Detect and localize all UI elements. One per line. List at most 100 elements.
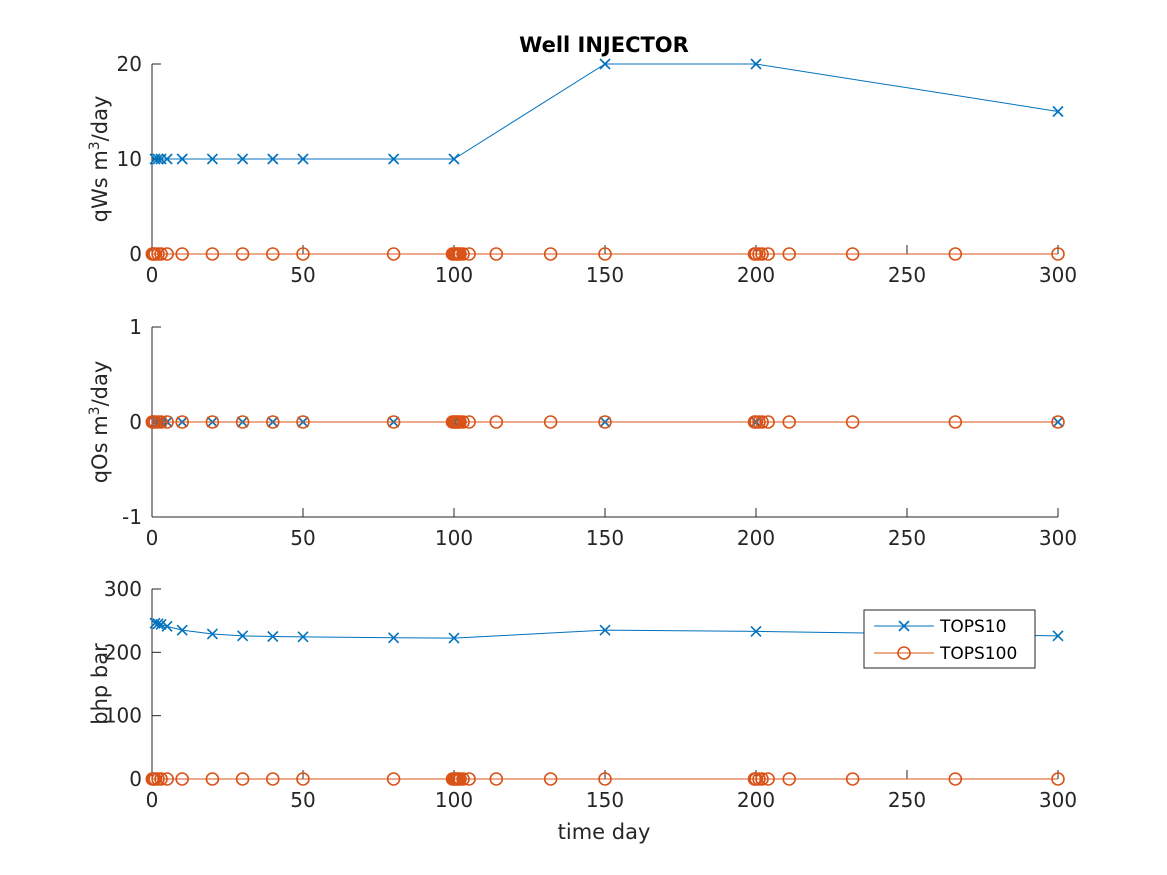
x-tick-label: 50 [290, 263, 315, 287]
data-point [296, 772, 310, 786]
subplot-bhp: 0 50 100 150 200 250 300 0 100 200 300 bhp bar TOPS1… [88, 577, 1077, 812]
x-tick-label: 250 [888, 526, 926, 550]
legend-box [863, 609, 1036, 669]
data-point [448, 632, 460, 644]
data-point [386, 415, 401, 429]
data-point [1052, 630, 1064, 642]
legend-marker [898, 620, 910, 632]
x-tick-label: 100 [435, 526, 473, 550]
x-tick-label: 250 [888, 263, 926, 287]
x-tick-label: 150 [586, 788, 624, 812]
data-point [456, 247, 470, 261]
y-tick-label: 0 [129, 410, 142, 434]
y-axis-label: qWs m3/day [87, 96, 112, 223]
data-point [599, 624, 611, 636]
legend-entry: TOPS10 [874, 617, 1006, 637]
y-axis-label-superscript: 3 [87, 141, 103, 150]
data-point [155, 618, 167, 631]
data-point [205, 772, 220, 786]
x-tick-label: 100 [435, 263, 473, 287]
data-point [462, 247, 476, 261]
data-point [297, 631, 309, 643]
data-point [160, 772, 174, 786]
x-tick-label: 150 [586, 526, 624, 550]
x-tick-label: 150 [586, 263, 624, 287]
y-axis-label: bhp bar [88, 643, 112, 725]
data-point [237, 153, 249, 165]
data-point [543, 415, 558, 429]
data-point [175, 772, 189, 786]
x-tick-label: 50 [290, 788, 315, 812]
data-point [782, 247, 797, 261]
data-point [237, 630, 249, 642]
data-point [462, 415, 476, 429]
data-point [948, 415, 963, 429]
data-point [154, 247, 168, 261]
data-point [456, 772, 470, 786]
data-point [755, 247, 769, 261]
data-point [599, 58, 611, 70]
data-point [388, 153, 400, 165]
data-point [205, 415, 220, 429]
data-point [235, 772, 250, 786]
legend: TOPS10 TOPS100 [863, 609, 1036, 669]
legend-label: TOPS100 [939, 644, 1017, 664]
data-point [152, 618, 164, 630]
data-point [845, 415, 860, 429]
y-tick-label: 20 [117, 52, 142, 76]
data-point [386, 772, 401, 786]
data-point [175, 415, 189, 429]
data-point [175, 247, 189, 261]
legend-entry: TOPS100 [874, 644, 1017, 664]
data-point [598, 415, 612, 429]
x-tick-label: 0 [146, 788, 159, 812]
x-tick-label: 0 [146, 526, 159, 550]
x-tick-label: 100 [435, 788, 473, 812]
chart-title: Well INJECTOR [519, 33, 689, 57]
data-point [235, 247, 250, 261]
data-point [1051, 415, 1065, 429]
data-point [160, 415, 174, 429]
x-tick-label: 200 [737, 526, 775, 550]
data-point [1051, 247, 1065, 261]
legend-label: TOPS10 [939, 617, 1006, 637]
series-tops10 [149, 617, 1064, 644]
data-point [386, 247, 401, 261]
data-point [761, 415, 775, 429]
data-point [205, 247, 220, 261]
x-tick-label: 50 [290, 526, 315, 550]
data-point [948, 772, 963, 786]
data-point [750, 625, 762, 637]
data-point [750, 58, 762, 70]
x-tick-label: 300 [1039, 526, 1077, 550]
y-tick-label: 1 [129, 315, 142, 339]
data-point [176, 624, 188, 636]
data-point [160, 247, 174, 261]
data-point [761, 247, 775, 261]
data-point [845, 247, 860, 261]
data-point [761, 772, 775, 786]
series-tops100 [145, 247, 1065, 261]
y-axis-label-main: qWs m [88, 150, 112, 222]
x-tick-label: 300 [1039, 263, 1077, 287]
data-point [206, 153, 218, 165]
data-point [448, 153, 460, 165]
data-point [265, 247, 280, 261]
y-axis-label-tail: /day [88, 96, 112, 142]
data-point [543, 772, 558, 786]
y-tick-label: 0 [129, 767, 142, 791]
data-point [267, 153, 279, 165]
data-point [755, 415, 769, 429]
data-point [489, 247, 504, 261]
data-point [161, 153, 173, 165]
data-point [235, 415, 250, 429]
data-point [543, 247, 558, 261]
data-point [388, 632, 400, 644]
y-axis-label-main: bhp bar [88, 643, 112, 725]
data-point [598, 247, 612, 261]
y-axis-label-superscript: 3 [87, 406, 103, 415]
y-tick-label: 10 [117, 147, 142, 171]
data-point [297, 153, 309, 165]
